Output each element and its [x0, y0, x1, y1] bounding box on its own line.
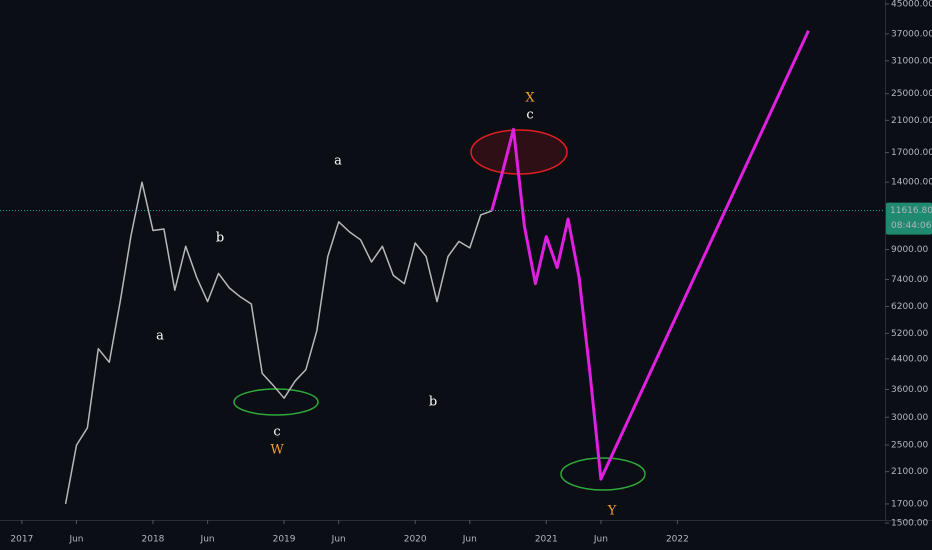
wave-label: b [429, 395, 437, 410]
x-tick-label: Jun [593, 535, 608, 545]
price-tag [886, 202, 932, 235]
y-tick-label: 9000.00 [891, 245, 928, 255]
x-tick-label: 2021 [535, 535, 558, 545]
y-tick-label: 17000.00 [891, 148, 932, 158]
y-tick-label: 1500.00 [891, 519, 928, 529]
x-tick-label: Jun [462, 535, 477, 545]
y-tick-label: 5200.00 [891, 329, 928, 339]
wave-label: b [216, 231, 224, 246]
ellipse-y [560, 457, 646, 491]
x-tick-label: 2020 [404, 535, 427, 545]
y-tick-label: 2100.00 [891, 467, 928, 477]
wave-label: a [334, 154, 342, 169]
y-tick-label: 37000.00 [891, 29, 932, 39]
y-tick-label: 1700.00 [891, 499, 928, 509]
y-tick-label: 21000.00 [891, 116, 932, 126]
y-tick-label: 14000.00 [891, 178, 932, 188]
x-tick-label: 2017 [10, 535, 33, 545]
y-tick-label: 2500.00 [891, 441, 928, 451]
y-tick-label: 6200.00 [891, 302, 928, 312]
wave-label: W [270, 443, 284, 458]
x-tick-label: Jun [331, 535, 346, 545]
countdown-label: 08:44:06 [891, 221, 932, 231]
y-tick-label: 31000.00 [891, 56, 932, 66]
y-tick-label: 3000.00 [891, 413, 928, 423]
wave-label: a [156, 329, 164, 344]
price-line [64, 181, 492, 505]
wave-label: Y [607, 504, 617, 519]
x-tick-label: 2019 [273, 535, 296, 545]
y-tick-label: 4400.00 [891, 354, 928, 364]
wave-label: c [526, 108, 533, 123]
y-tick-label: 7400.00 [891, 275, 928, 285]
wave-label: c [273, 425, 280, 440]
price-line [490, 29, 810, 481]
x-tick-label: 2022 [666, 535, 689, 545]
x-tick-label: Jun [68, 535, 83, 545]
price-tag-label: 11616.80 [890, 206, 932, 216]
y-tick-label: 3600.00 [891, 385, 928, 395]
x-tick-label: Jun [200, 535, 215, 545]
y-tick-label: 45000.00 [891, 0, 932, 10]
y-tick-label: 25000.00 [891, 89, 932, 99]
x-tick-label: 2018 [142, 535, 165, 545]
wave-label: X [525, 91, 535, 106]
